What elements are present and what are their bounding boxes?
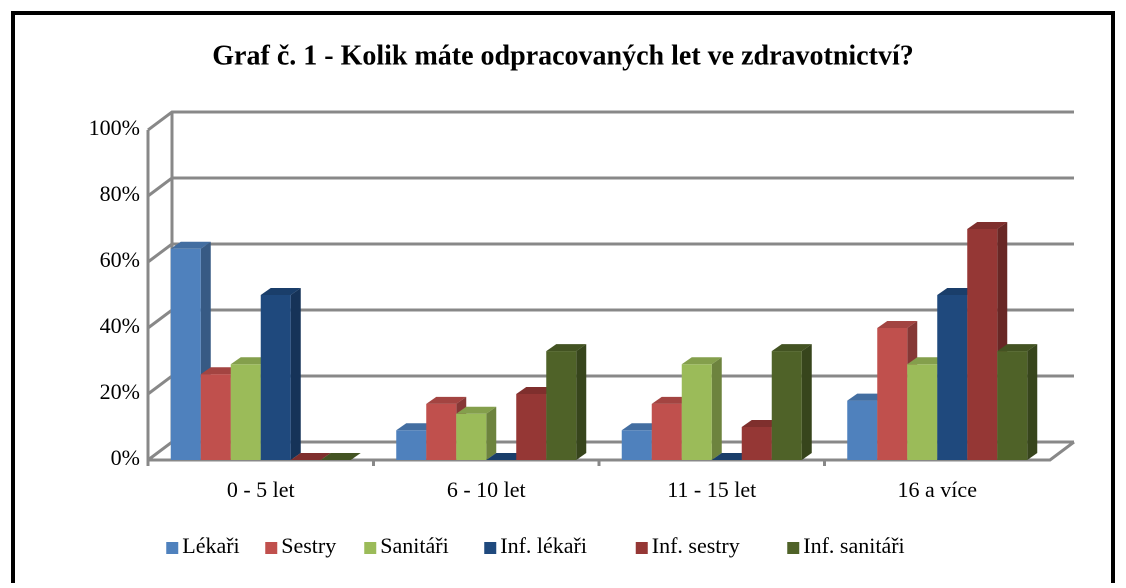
bar-top [260, 288, 301, 295]
bar-side [290, 288, 301, 460]
legend-swatch [484, 542, 497, 554]
bar [546, 351, 577, 460]
bar-top [290, 453, 331, 460]
y-tick-label: 100% [89, 115, 140, 140]
bar-top [877, 321, 918, 328]
bar [230, 364, 261, 460]
legend-swatch [265, 542, 278, 554]
x-tick-label: 0 - 5 let [227, 477, 295, 502]
bar [681, 364, 712, 460]
bar-top [456, 406, 497, 414]
bar [771, 351, 802, 460]
bar [170, 248, 201, 460]
bar-top [967, 222, 1008, 229]
legend-label: Lékaři [182, 533, 239, 558]
bar [937, 295, 968, 460]
y-tick-label: 20% [100, 379, 140, 404]
bar-top [546, 344, 587, 352]
bar [877, 328, 908, 460]
legend-label: Inf. sestry [652, 533, 740, 558]
bar [426, 403, 457, 460]
legend-swatch [787, 542, 800, 554]
bar [200, 374, 231, 460]
y-tick-label: 0% [111, 445, 140, 470]
y-tick-label: 40% [100, 313, 140, 338]
legend-swatch [166, 542, 179, 554]
y-tick-label: 80% [100, 181, 140, 206]
bar-side [486, 406, 497, 460]
bar-top [681, 357, 722, 365]
bar-side [1027, 344, 1038, 460]
legend-label: Sanitáři [380, 533, 448, 558]
x-tick-label: 6 - 10 let [447, 477, 526, 502]
y-tick-label: 60% [100, 247, 140, 272]
x-tick-label: 16 a více [898, 477, 977, 502]
bar [260, 295, 291, 460]
bar-side [576, 344, 587, 460]
bar [907, 364, 938, 460]
bar [456, 413, 487, 460]
legend-swatch [635, 542, 648, 554]
bar-top [997, 344, 1038, 352]
bar [651, 403, 682, 460]
bar [967, 229, 998, 460]
bar-top [426, 396, 467, 404]
bar [847, 400, 878, 460]
bar-side [711, 357, 722, 460]
bar-top [320, 453, 361, 460]
legend-label: Sestry [281, 533, 336, 558]
x-tick-label: 11 - 15 let [667, 477, 756, 502]
bar [621, 430, 652, 460]
bar [997, 351, 1028, 460]
bar [741, 427, 772, 460]
bar-top [771, 344, 812, 352]
bar [396, 430, 427, 460]
bar-top [170, 241, 211, 249]
chart-title: Graf č. 1 - Kolik máte odpracovaných let… [212, 40, 913, 71]
legend-label: Inf. lékaři [500, 533, 587, 558]
legend-swatch [364, 542, 377, 554]
bar [516, 394, 547, 460]
legend-label: Inf. sanitáři [803, 533, 904, 558]
bar-side [801, 344, 812, 460]
